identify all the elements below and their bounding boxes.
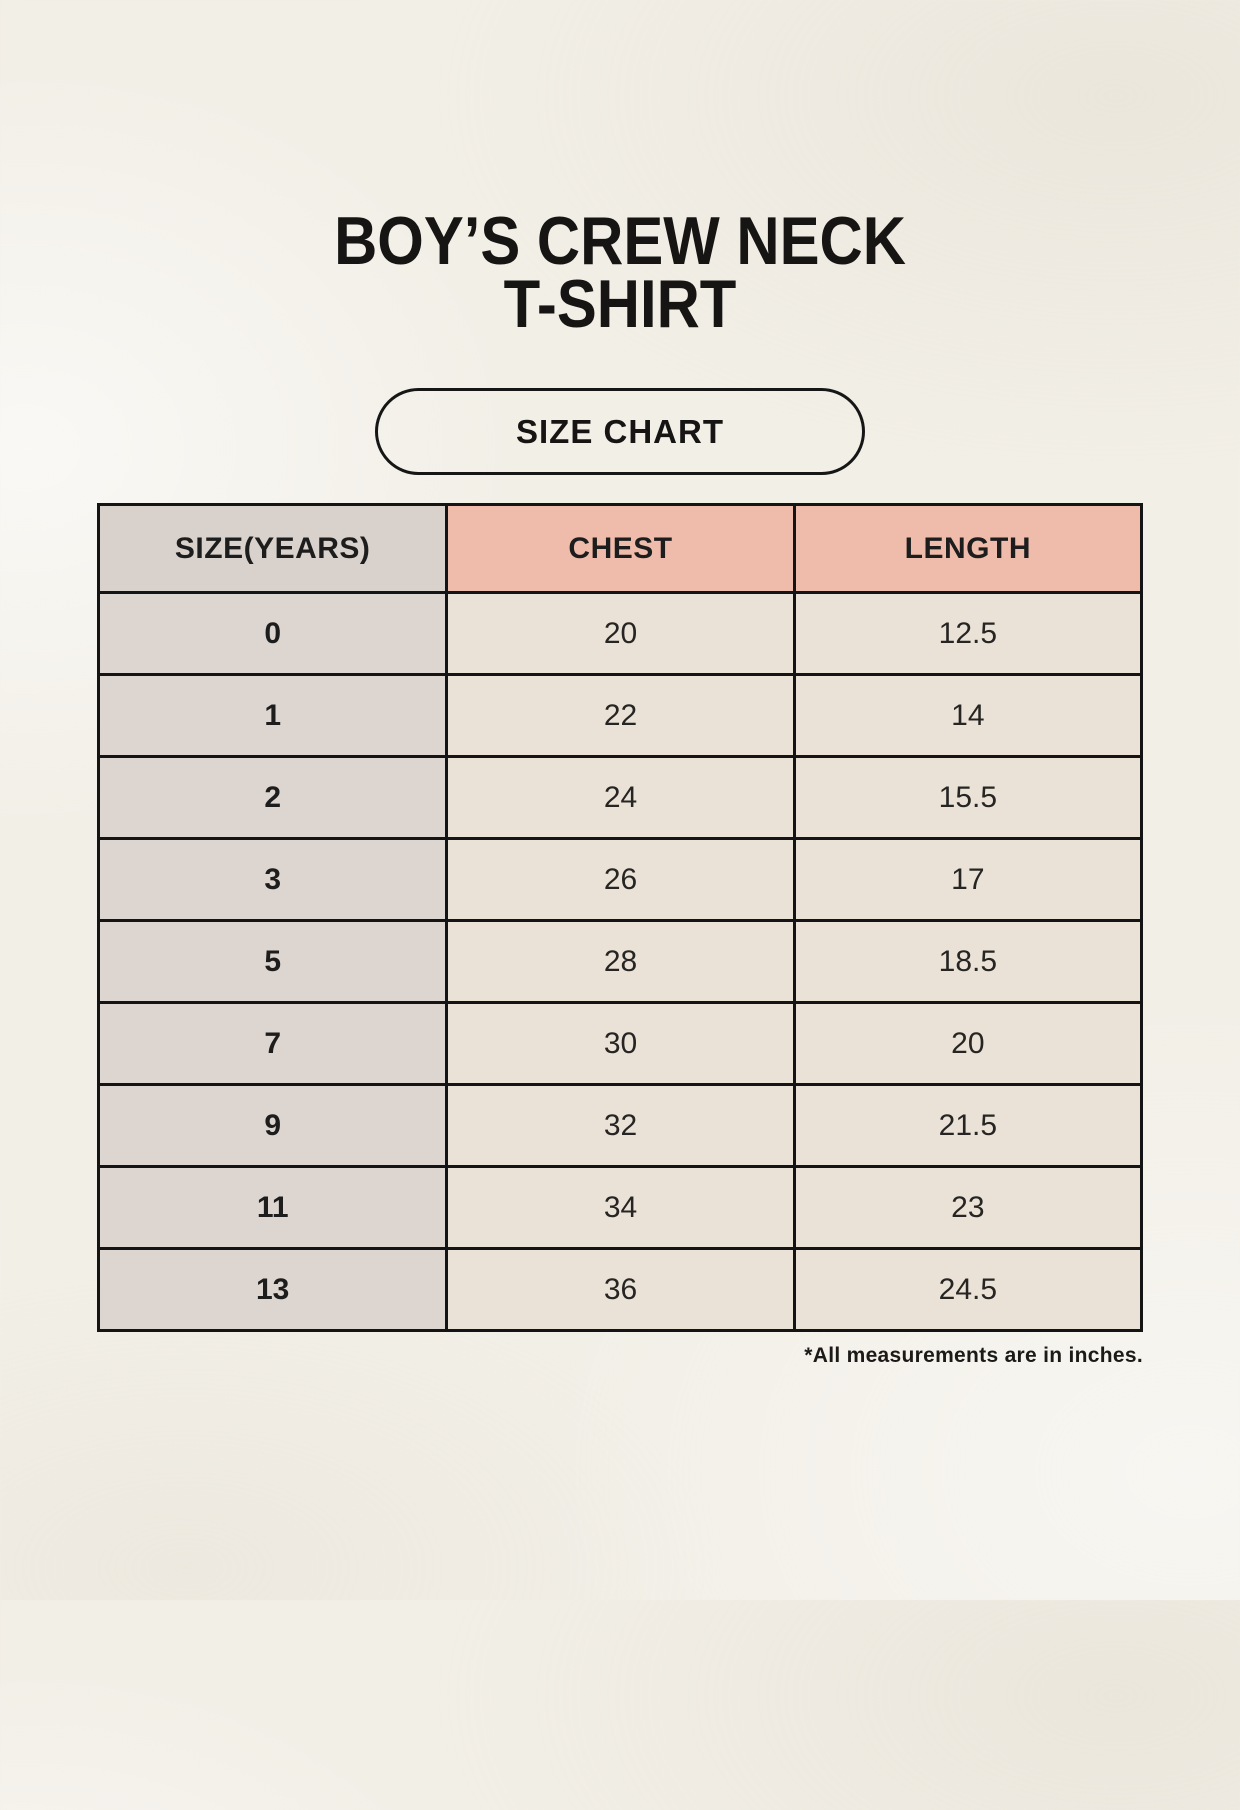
length-cell: 15.5: [792, 755, 1144, 841]
size-chart-table: SIZE(YEARS) CHEST LENGTH 0 20 12.5 1 22 …: [96, 503, 1144, 1333]
table-row: 0 20 12.5: [96, 591, 1144, 677]
chest-cell: 22: [445, 673, 796, 759]
size-cell: 0: [96, 591, 449, 677]
size-cell: 13: [96, 1247, 449, 1333]
table-row: 9 32 21.5: [96, 1083, 1144, 1169]
size-cell: 11: [96, 1165, 449, 1251]
size-cell: 2: [96, 755, 449, 841]
size-cell: 3: [96, 837, 449, 923]
table-row: 3 26 17: [96, 837, 1144, 923]
table-header-row: SIZE(YEARS) CHEST LENGTH: [96, 503, 1144, 595]
column-header-length: LENGTH: [792, 503, 1144, 595]
table-row: 11 34 23: [96, 1165, 1144, 1251]
table-row: 2 24 15.5: [96, 755, 1144, 841]
size-cell: 7: [96, 1001, 449, 1087]
chest-cell: 30: [445, 1001, 796, 1087]
table-row: 1 22 14: [96, 673, 1144, 759]
chest-cell: 32: [445, 1083, 796, 1169]
size-cell: 9: [96, 1083, 449, 1169]
length-cell: 14: [792, 673, 1144, 759]
chest-cell: 34: [445, 1165, 796, 1251]
chest-cell: 36: [445, 1247, 796, 1333]
chest-cell: 28: [445, 919, 796, 1005]
size-cell: 5: [96, 919, 449, 1005]
size-chart-badge: SIZE CHART: [375, 388, 865, 476]
chest-cell: 20: [445, 591, 796, 677]
table-row: 5 28 18.5: [96, 919, 1144, 1005]
size-chart-badge-label: SIZE CHART: [516, 412, 724, 450]
column-header-chest: CHEST: [445, 503, 796, 595]
size-cell: 1: [96, 673, 449, 759]
table-row: 13 36 24.5: [96, 1247, 1144, 1333]
length-cell: 12.5: [792, 591, 1144, 677]
length-cell: 18.5: [792, 919, 1144, 1005]
page-title: BOY’S CREW NECK T-SHIRT: [0, 203, 1240, 343]
length-cell: 17: [792, 837, 1144, 923]
length-cell: 21.5: [792, 1083, 1144, 1169]
chest-cell: 26: [445, 837, 796, 923]
page-title-line-1: BOY’S CREW NECK: [334, 203, 906, 279]
length-cell: 23: [792, 1165, 1144, 1251]
chest-cell: 24: [445, 755, 796, 841]
page-title-line-2: T-SHIRT: [503, 266, 737, 343]
length-cell: 24.5: [792, 1247, 1144, 1333]
measurements-footnote: *All measurements are in inches.: [804, 1344, 1143, 1368]
column-header-size-years: SIZE(YEARS): [96, 503, 449, 595]
length-cell: 20: [792, 1001, 1144, 1087]
table-row: 7 30 20: [96, 1001, 1144, 1087]
